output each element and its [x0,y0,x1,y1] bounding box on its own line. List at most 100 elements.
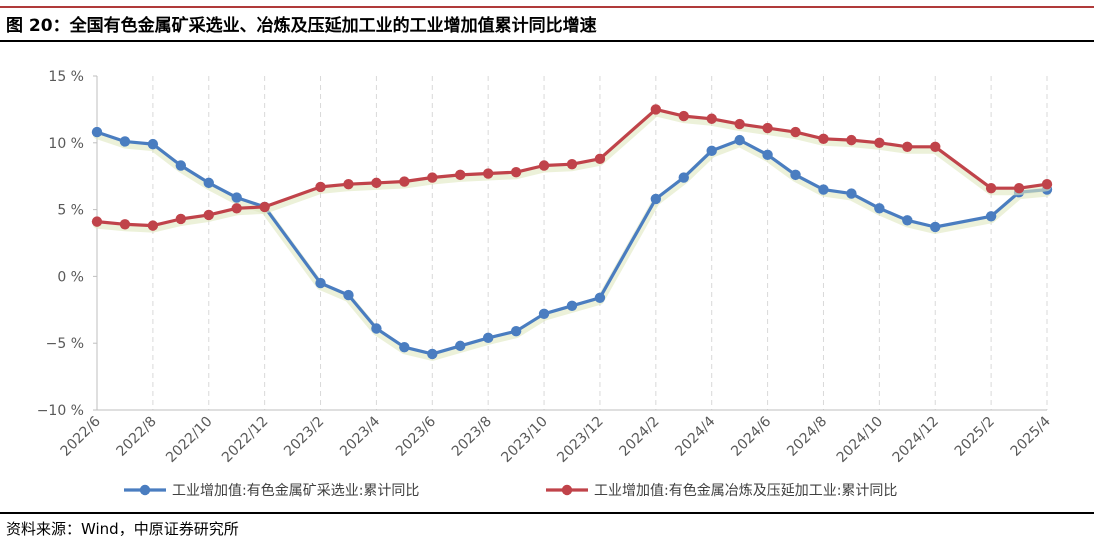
y-tick-label: 0 % [57,269,84,285]
x-tick-label: 2022/10 [163,414,215,466]
data-point [1041,179,1053,190]
x-tick-label: 2024/6 [728,413,774,459]
data-point [874,137,885,148]
x-tick-label: 2024/12 [890,414,942,466]
data-point [203,209,214,221]
data-point [594,292,606,303]
data-point [399,176,410,187]
y-axis-ticks: 15 % 10 % 5 % 0 % −5 % −10 % [37,69,97,419]
data-point [119,219,131,230]
data-point [1013,183,1025,194]
data-point [119,136,131,147]
data-point [315,181,326,193]
data-point [538,160,550,171]
legend: 工业增加值:有色金属矿采选业:累计同比 工业增加值:有色金属冶炼及压延加工业:累计… [124,482,897,499]
grid-layer [96,76,1048,410]
source-note: 资料来源：Wind，中原证券研究所 [6,520,239,538]
data-point [650,193,662,205]
data-point [371,177,382,189]
data-point [175,213,187,225]
data-point [846,188,857,199]
data-point [678,110,689,122]
legend-item: 工业增加值:有色金属冶炼及压延加工业:累计同比 [546,482,897,499]
x-axis-ticks: 2022/6 2022/8 2022/10 2022/12 2023/2 2023/4 20… [58,413,1054,466]
legend-marker [139,484,151,496]
data-point [762,149,773,161]
x-tick-label: 2024/2 [617,414,663,460]
top-accent-rule [0,6,1094,8]
data-point [203,177,214,189]
data-point [762,122,773,134]
series-shadow [93,108,1051,233]
x-tick-label: 2022/12 [219,414,271,466]
x-tick-label: 2025/4 [1008,413,1054,459]
data-point [706,145,717,157]
data-point [231,192,242,203]
data-point [678,172,689,183]
x-tick-label: 2023/4 [337,413,383,459]
data-point [790,169,801,181]
data-point [175,160,187,171]
series-layer [91,104,1053,361]
data-point [650,104,662,115]
data-point [734,134,745,146]
x-tick-label: 2022/8 [114,414,160,460]
x-tick-label: 2023/12 [554,414,606,466]
data-point [985,183,997,194]
axis-layer [96,76,1047,411]
x-tick-label: 2025/2 [952,414,998,460]
legend-item: 工业增加值:有色金属矿采选业:累计同比 [124,482,419,499]
x-tick-label: 2023/8 [449,414,495,460]
data-point [399,342,410,353]
data-point [427,348,438,360]
y-tick-label: 15 % [48,69,84,85]
y-tick-label: −10 % [37,403,84,419]
data-point [91,216,103,227]
x-tick-label: 2024/8 [784,414,830,460]
data-point [482,168,494,179]
legend-label: 工业增加值:有色金属冶炼及压延加工业:累计同比 [594,482,897,499]
data-point [734,118,745,130]
data-point [566,158,578,170]
y-tick-label: −5 % [46,336,84,352]
data-point [846,134,857,146]
data-point [455,340,466,352]
x-tick-label: 2022/6 [58,413,104,459]
x-tick-label: 2024/10 [834,414,886,466]
data-point [874,203,885,214]
data-point [902,141,913,153]
data-point [427,172,438,183]
data-point [706,113,717,124]
x-tick-label: 2024/4 [672,413,718,459]
data-point [510,166,522,178]
legend-label: 工业增加值:有色金属矿采选业:累计同比 [172,482,419,499]
y-tick-label: 10 % [48,136,84,152]
title-divider [0,40,1094,42]
data-point [259,201,270,213]
series-smelting [91,104,1053,233]
x-tick-label: 2023/6 [393,413,439,459]
footer-divider [0,512,1094,514]
data-point [343,179,354,190]
data-point [231,203,242,214]
y-tick-label: 5 % [57,203,84,219]
data-point [147,220,159,231]
data-point [594,153,606,165]
data-point [343,289,354,301]
data-point [91,126,103,138]
line-chart: 15 %10 %5 %0 %−5 %−10 % 2022/6 2022/8 2022… [37,69,1054,499]
data-point [510,325,522,337]
data-point [902,215,913,226]
data-point [538,308,550,320]
data-point [147,138,159,150]
data-point [818,184,829,195]
data-point [818,133,829,144]
data-point [315,277,326,289]
figure-title: 图 20：全国有色金属矿采选业、冶炼及压延加工业的工业增加值累计同比增速 [6,16,597,36]
data-point [930,221,941,233]
x-tick-label: 2023/2 [281,414,327,460]
legend-marker [561,484,573,496]
x-tick-label: 2023/10 [498,414,550,466]
data-point [790,126,801,138]
data-point [482,332,494,344]
